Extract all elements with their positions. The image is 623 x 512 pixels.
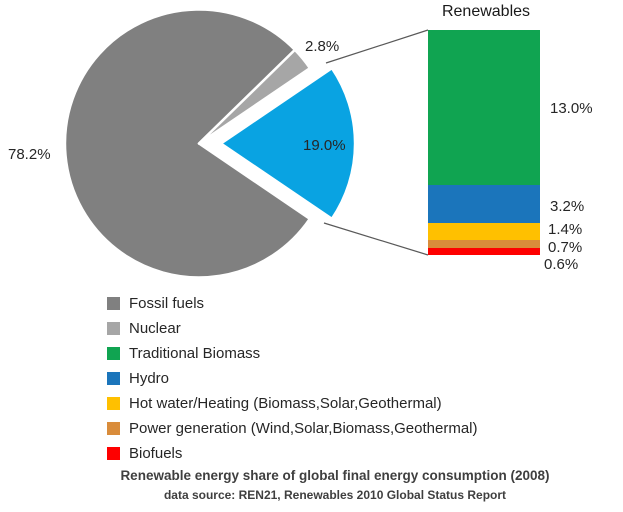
chart-caption: Renewable energy share of global final e… — [120, 468, 550, 483]
bar-chart-title: Renewables — [441, 3, 531, 20]
pie-label-renewables: 19.0% — [303, 137, 346, 154]
legend-label: Nuclear — [129, 320, 181, 337]
legend-label: Traditional Biomass — [129, 345, 261, 362]
legend-label: Power generation (Wind,Solar,Biomass,Geo… — [129, 420, 478, 437]
legend-label: Biofuels — [129, 445, 183, 462]
pie-label-nuclear: 2.8% — [305, 38, 340, 55]
connector-line-top — [325, 29, 429, 64]
legend-swatch-fossil-fuels-icon — [107, 297, 120, 310]
bar-label-hydro: 3.2% — [550, 198, 585, 215]
bar-segment-biofuels — [428, 247, 540, 255]
legend-label: Fossil fuels — [129, 295, 205, 312]
legend-swatch-nuclear-icon — [107, 322, 120, 335]
bar-label-biofuels: 0.6% — [544, 256, 579, 273]
legend-item-nuclear: Nuclear — [107, 316, 478, 341]
legend-swatch-hot-water-heating-icon — [107, 397, 120, 410]
legend-item-fossil-fuels: Fossil fuels — [107, 291, 478, 316]
legend-swatch-hydro-icon — [107, 372, 120, 385]
data-source-caption: data source: REN21, Renewables 2010 Glob… — [163, 488, 507, 502]
bar-label-power-generation: 0.7% — [548, 239, 583, 256]
legend: Fossil fuels Nuclear Traditional Biomass… — [107, 291, 478, 466]
bar-segment-hot-water-heating — [428, 222, 540, 240]
pie-label-fossil-fuels: 78.2% — [8, 146, 51, 163]
renewables-stacked-bar — [428, 30, 540, 255]
legend-item-power-generation: Power generation (Wind,Solar,Biomass,Geo… — [107, 416, 478, 441]
bar-label-traditional-biomass: 13.0% — [550, 100, 593, 117]
pie-slice-nuclear — [197, 48, 312, 145]
bar-segment-traditional-biomass — [428, 30, 540, 185]
legend-swatch-traditional-biomass-icon — [107, 347, 120, 360]
legend-item-traditional-biomass: Traditional Biomass — [107, 341, 478, 366]
bar-label-hot-water-heating: 1.4% — [548, 221, 583, 238]
legend-label: Hydro — [129, 370, 170, 387]
bar-segment-hydro — [428, 184, 540, 223]
legend-item-hot-water-heating: Hot water/Heating (Biomass,Solar,Geother… — [107, 391, 478, 416]
bar-segment-power-generation — [428, 239, 540, 248]
legend-item-biofuels: Biofuels — [107, 441, 478, 466]
pie-slice-renewables-exploded — [219, 66, 357, 221]
legend-label: Hot water/Heating (Biomass,Solar,Geother… — [129, 395, 442, 412]
legend-swatch-biofuels-icon — [107, 447, 120, 460]
legend-swatch-power-generation-icon — [107, 422, 120, 435]
pie-slice-fossil-fuels — [63, 8, 312, 279]
connector-line-bottom — [323, 222, 429, 256]
legend-item-hydro: Hydro — [107, 366, 478, 391]
